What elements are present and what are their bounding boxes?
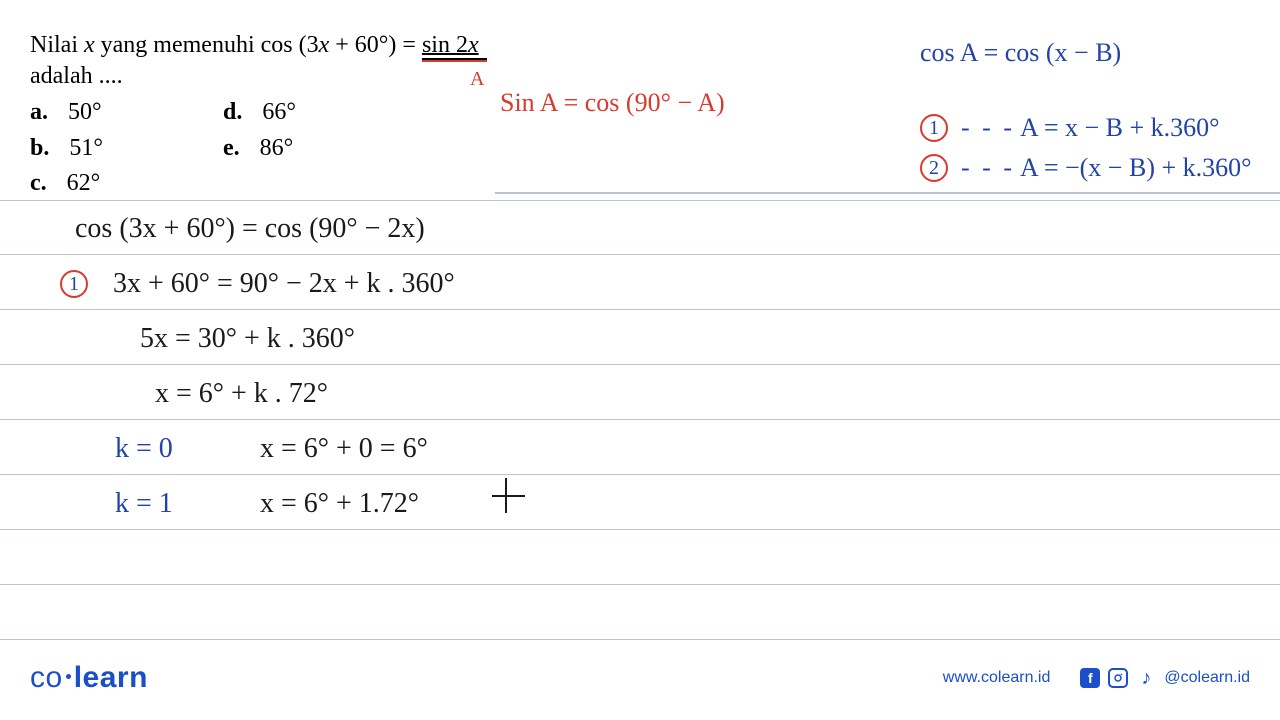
- red-circle-work-icon: 1: [60, 270, 88, 298]
- work-line-5b: x = 6° + 0 = 6°: [260, 435, 428, 463]
- question-line-2: adalah ....: [30, 61, 510, 92]
- website-url: www.colearn.id: [943, 669, 1051, 687]
- opt-b-label: b.: [30, 135, 49, 161]
- q-sin-underline: sin 2x: [422, 32, 479, 58]
- social-handle-text: @colearn.id: [1164, 669, 1250, 687]
- red-sin-identity: Sin A = cos (90° − A): [500, 88, 725, 118]
- opt-e-val: 86°: [260, 135, 294, 161]
- social-handles: f ♪ @colearn.id: [1080, 668, 1250, 688]
- q-sin: sin 2: [422, 32, 468, 58]
- work-line-6a: k = 1: [115, 490, 173, 518]
- q-mid: yang memenuhi cos (3: [95, 32, 319, 58]
- opt-c-val: 62°: [67, 170, 101, 196]
- red-A-label: A: [470, 68, 484, 91]
- opt-e-label: e.: [223, 135, 240, 161]
- opt-d-val: 66°: [262, 99, 296, 125]
- question-line-1: Nilai x yang memenuhi cos (3x + 60°) = s…: [30, 30, 510, 61]
- ruled-line: [0, 475, 1280, 530]
- rule2-text: A = −(x − B) + k.360°: [1020, 150, 1252, 186]
- q-prefix: Nilai: [30, 32, 84, 58]
- tiktok-icon: ♪: [1136, 668, 1156, 688]
- facebook-icon: f: [1080, 668, 1100, 688]
- option-c: c. 62°: [30, 168, 103, 199]
- q-sin-x: x: [468, 32, 479, 58]
- logo-co: co: [30, 661, 63, 694]
- option-e: e. 86°: [223, 133, 296, 164]
- opt-a-val: 50°: [68, 99, 102, 125]
- footer-right: www.colearn.id f ♪ @colearn.id: [943, 668, 1250, 688]
- opt-c-label: c.: [30, 170, 47, 196]
- footer: colearn www.colearn.id f ♪ @colearn.id: [0, 661, 1280, 695]
- opt-b-val: 51°: [69, 135, 103, 161]
- opt-d-label: d.: [223, 99, 242, 125]
- red-circle-2-icon: 2: [920, 154, 948, 182]
- work-line-2: 3x + 60° = 90° − 2x + k . 360°: [113, 270, 455, 298]
- q-suffix: + 60°) =: [329, 32, 422, 58]
- colearn-logo: colearn: [30, 661, 148, 695]
- logo-learn: learn: [74, 661, 148, 694]
- blue-cos-rule: cos A = cos (x − B): [920, 35, 1121, 71]
- ruled-line: [0, 530, 1280, 585]
- options-col-1: a. 50° b. 51° c. 62°: [30, 97, 103, 199]
- page: Nilai x yang memenuhi cos (3x + 60°) = s…: [0, 0, 1280, 720]
- work-line-3: 5x = 30° + k . 360°: [140, 325, 355, 353]
- logo-dot-icon: [66, 674, 71, 679]
- option-d: d. 66°: [223, 97, 296, 128]
- options-col-2: d. 66° e. 86°: [223, 97, 296, 199]
- work-line-5a: k = 0: [115, 435, 173, 463]
- opt-a-label: a.: [30, 99, 48, 125]
- blue-rule-1: 1 - - - A = x − B + k.360°: [920, 110, 1220, 146]
- instagram-icon: [1108, 668, 1128, 688]
- ruled-line: [0, 585, 1280, 640]
- work-line-4: x = 6° + k . 72°: [155, 380, 328, 408]
- option-a: a. 50°: [30, 97, 103, 128]
- notebook-lines: [0, 200, 1280, 640]
- blue-rule-2: 2 - - - A = −(x − B) + k.360°: [920, 150, 1252, 186]
- cursor-dash-right: [510, 495, 525, 497]
- option-b: b. 51°: [30, 133, 103, 164]
- dashes-1: - - -: [961, 110, 1015, 146]
- rule1-text: A = x − B + k.360°: [1020, 110, 1220, 146]
- work-line-6b: x = 6° + 1.72°: [260, 490, 419, 518]
- options: a. 50° b. 51° c. 62° d. 66° e. 86°: [30, 97, 510, 199]
- q-var-x2: x: [319, 32, 330, 58]
- red-circle-1-icon: 1: [920, 114, 948, 142]
- ruled-line: [0, 420, 1280, 475]
- printed-question: Nilai x yang memenuhi cos (3x + 60°) = s…: [30, 30, 510, 199]
- work-circle-1: 1: [60, 268, 96, 298]
- divider-line: [495, 192, 1280, 194]
- q-var-x: x: [84, 32, 95, 58]
- sin2x-underline-red: [422, 60, 487, 62]
- work-line-1: cos (3x + 60°) = cos (90° − 2x): [75, 215, 425, 243]
- dashes-2: - - -: [961, 150, 1015, 186]
